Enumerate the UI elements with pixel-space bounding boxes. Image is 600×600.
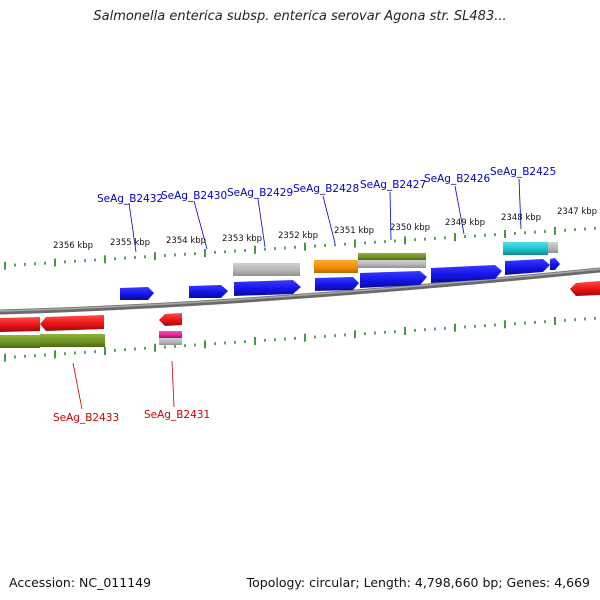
kbp-label: 2351 kbp bbox=[334, 226, 374, 236]
kbp-label: 2347 kbp bbox=[557, 207, 597, 217]
gene-label: SeAg_B2430 bbox=[161, 190, 227, 202]
cds-forward-arrow bbox=[431, 265, 502, 283]
kbp-label: 2356 kbp bbox=[53, 241, 93, 251]
cds-forward-arrow bbox=[120, 287, 154, 300]
reverse-cds-track bbox=[0, 281, 600, 332]
cds-forward-arrow bbox=[189, 285, 228, 298]
cds-forward-arrow bbox=[360, 271, 427, 288]
inner-tick-ring bbox=[4, 316, 596, 362]
feature-olive-block bbox=[358, 253, 426, 260]
gene-label: SeAg_B2425 bbox=[490, 166, 556, 178]
forward-cds-track bbox=[120, 258, 560, 300]
cds-forward-arrow bbox=[234, 280, 301, 296]
cds-forward-arrow bbox=[550, 258, 560, 270]
feature-gray-block bbox=[159, 338, 182, 345]
genome-backbone bbox=[0, 267, 600, 315]
feature-gray-block bbox=[233, 263, 300, 276]
feature-magenta-block bbox=[159, 331, 182, 338]
kbp-label: 2352 kbp bbox=[278, 231, 318, 241]
gene-label: SeAg_B2432 bbox=[97, 193, 163, 205]
gene-label: SeAg_B2428 bbox=[293, 183, 359, 195]
kbp-label: 2348 kbp bbox=[501, 213, 541, 223]
feature-track-upper bbox=[233, 242, 558, 276]
kbp-label: 2353 kbp bbox=[222, 234, 262, 244]
accession-text: Accession: NC_011149 bbox=[9, 575, 152, 590]
kbp-label: 2354 kbp bbox=[166, 236, 206, 246]
gene-label: SeAg_B2427 bbox=[360, 179, 426, 191]
cds-forward-arrow bbox=[315, 277, 359, 291]
feature-olive-block bbox=[0, 335, 40, 348]
feature-track-lower bbox=[0, 331, 182, 348]
outer-tick-ring bbox=[4, 226, 596, 270]
feature-orange-block bbox=[314, 260, 358, 273]
cds-forward-arrow bbox=[505, 259, 550, 275]
feature-cyan-block bbox=[503, 242, 548, 255]
feature-gray-block bbox=[548, 242, 558, 253]
topology-text: Topology: circular; Length: 4,798,660 bp… bbox=[246, 575, 590, 590]
genome-backbone-highlight bbox=[0, 268, 600, 312]
map-title: Salmonella enterica subsp. enterica sero… bbox=[93, 9, 507, 24]
feature-gray-block bbox=[358, 260, 426, 268]
reverse-gene-labels: SeAg_B2433 SeAg_B2431 bbox=[53, 360, 210, 424]
forward-gene-labels: SeAg_B2432 SeAg_B2430 SeAg_B2429 SeAg_B2… bbox=[97, 166, 556, 253]
cds-reverse-arrow bbox=[0, 317, 40, 332]
gene-label: SeAg_B2429 bbox=[227, 187, 293, 199]
kbp-label: 2355 kbp bbox=[110, 238, 150, 248]
gene-label: SeAg_B2426 bbox=[424, 173, 490, 185]
feature-olive-block bbox=[40, 334, 105, 347]
gene-label: SeAg_B2431 bbox=[144, 409, 210, 421]
kbp-label: 2349 kbp bbox=[445, 218, 485, 228]
cds-reverse-arrow bbox=[570, 281, 600, 296]
kbp-labels: 2356 kbp 2355 kbp 2354 kbp 2353 kbp 2352… bbox=[53, 207, 597, 251]
gene-label: SeAg_B2433 bbox=[53, 412, 119, 424]
cds-reverse-arrow bbox=[40, 315, 104, 331]
cds-reverse-arrow bbox=[159, 313, 182, 326]
kbp-label: 2350 kbp bbox=[390, 223, 430, 233]
